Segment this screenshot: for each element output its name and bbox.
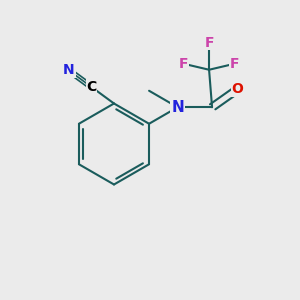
Text: N: N — [171, 100, 184, 115]
Text: C: C — [86, 80, 97, 94]
Text: F: F — [230, 57, 239, 71]
Text: N: N — [63, 64, 75, 77]
Text: O: O — [232, 82, 244, 96]
Text: F: F — [204, 36, 214, 50]
Text: F: F — [179, 57, 188, 71]
